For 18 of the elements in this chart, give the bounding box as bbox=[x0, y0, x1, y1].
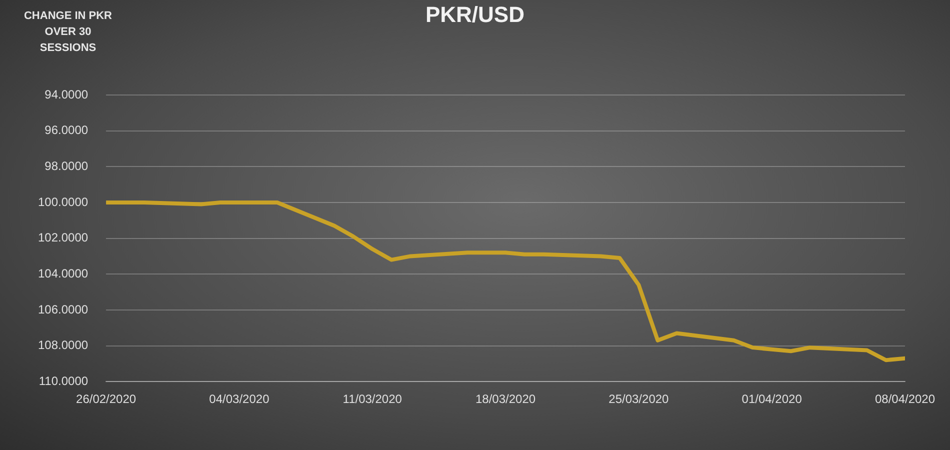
y-axis-title: CHANGE IN PKR OVER 30 SESSIONS bbox=[22, 9, 113, 56]
x-tick-label: 01/04/2020 bbox=[742, 392, 802, 406]
y-tick-label: 110.0000 bbox=[38, 374, 88, 388]
x-tick-label: 25/03/2020 bbox=[608, 392, 670, 406]
x-tick-label: 26/02/2020 bbox=[76, 392, 136, 406]
y-tick-label: 102.0000 bbox=[38, 230, 88, 245]
x-tick-label: 11/03/2020 bbox=[342, 392, 402, 406]
y-tick-label: 100.0000 bbox=[38, 194, 88, 209]
y-tick-label: 104.0000 bbox=[38, 266, 88, 280]
y-tick-label: 98.0000 bbox=[44, 158, 88, 173]
y-tick-label: 94.0000 bbox=[44, 87, 88, 102]
x-tick-label: 08/04/2020 bbox=[874, 392, 936, 406]
y-tick-label: 106.0000 bbox=[38, 302, 88, 316]
chart-title: PKR/USD bbox=[425, 2, 524, 27]
y-tick-label: 108.0000 bbox=[38, 338, 88, 352]
x-tick-label: 18/03/2020 bbox=[475, 392, 536, 406]
x-tick-label: 04/03/2020 bbox=[209, 392, 270, 406]
y-tick-label: 96.0000 bbox=[44, 123, 88, 138]
